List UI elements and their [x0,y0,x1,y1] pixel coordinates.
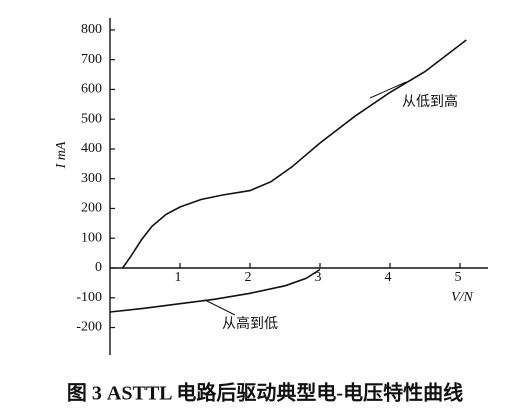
y-tick-label: -200 [76,320,102,335]
curve [109,268,321,313]
y-tick-label: 400 [81,141,102,156]
curve-label: 从高到低 [222,315,278,332]
x-axis-label: V/N [451,290,473,305]
y-tick-label: 300 [81,171,102,186]
x-tick-label: 4 [385,270,392,285]
x-tick-label: 2 [245,270,252,285]
y-tick-label: 100 [81,230,102,245]
caption: 图 3 ASTTL 电路后驱动典型电-电压特性曲线 [67,381,463,405]
y-tick-label: 700 [81,52,102,67]
leader-line [369,81,407,99]
y-tick-label: -100 [76,290,102,305]
curve-label: 从低到高 [402,93,458,110]
y-tick-label: 800 [81,22,102,37]
y-tick-label: 600 [81,82,102,97]
y-tick-label: 200 [81,201,102,216]
x-tick-label: 3 [315,270,322,285]
y-axis-label: I mA [54,141,69,169]
x-tick-label: 1 [175,270,182,285]
x-tick-label: 5 [455,270,462,285]
leader-line [204,299,236,316]
curve [121,39,467,269]
y-tick-label: 500 [81,111,102,126]
y-tick-label: 0 [95,260,102,275]
